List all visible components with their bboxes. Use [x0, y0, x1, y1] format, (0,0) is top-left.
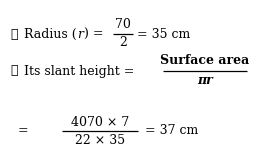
Text: = 37 cm: = 37 cm: [145, 124, 198, 137]
Text: r: r: [77, 28, 83, 41]
Text: = 35 cm: = 35 cm: [137, 28, 190, 41]
Text: 2: 2: [119, 37, 127, 49]
Text: Its slant height =: Its slant height =: [24, 65, 134, 78]
Text: ) =: ) =: [84, 28, 104, 41]
Text: Surface area: Surface area: [160, 54, 250, 68]
Text: 4070 × 7: 4070 × 7: [71, 116, 129, 128]
Text: ∴: ∴: [10, 28, 18, 41]
Text: πr: πr: [197, 75, 213, 87]
Text: Radius (: Radius (: [24, 28, 77, 41]
Text: =: =: [18, 124, 29, 137]
Text: 22 × 35: 22 × 35: [75, 133, 125, 147]
Text: 70: 70: [115, 18, 131, 32]
Text: ∴: ∴: [10, 65, 18, 78]
